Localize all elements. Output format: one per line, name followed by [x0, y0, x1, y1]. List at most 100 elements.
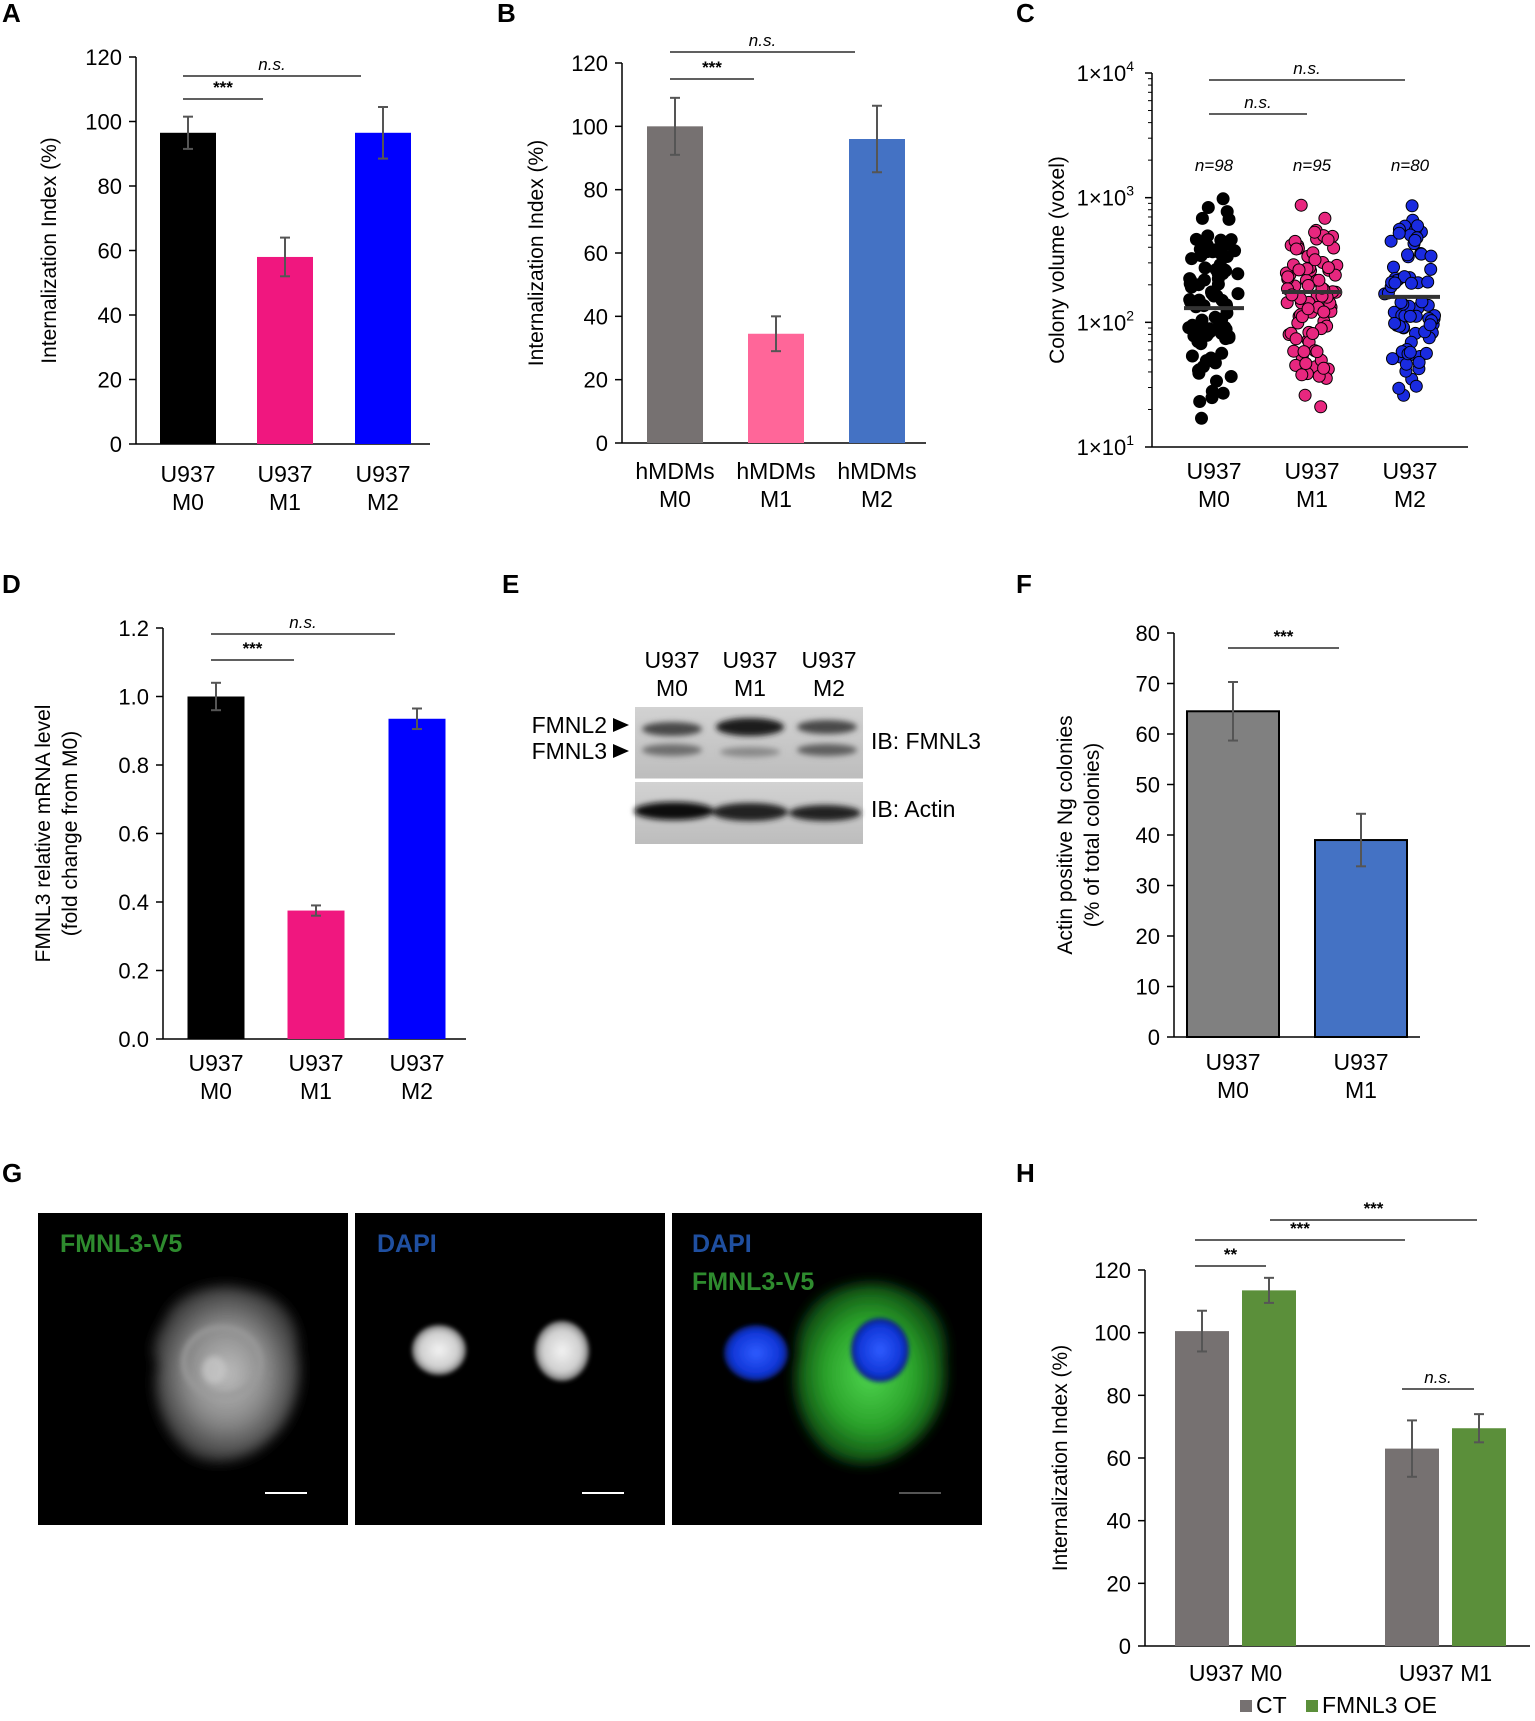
chart-c-point	[1423, 318, 1437, 332]
chart-d-x-tick-label: U937	[390, 1050, 445, 1076]
arrowhead-fmnl2	[613, 718, 629, 732]
chart-c-point	[1185, 349, 1199, 363]
band-actin-lane-2	[712, 803, 788, 821]
chart-c-point	[1289, 242, 1303, 256]
chart-c-point	[1310, 345, 1324, 359]
chart-c-point	[1205, 384, 1219, 398]
micro-label-2: DAPI	[377, 1230, 437, 1258]
chart-c-point	[1409, 379, 1423, 393]
chart-c-point	[1295, 368, 1309, 382]
arrowhead-fmnl3	[613, 744, 629, 758]
chart-d-y-tick-label: 1.0	[118, 685, 149, 710]
chart-c-point	[1387, 260, 1400, 274]
chart-h-y-tick-label: 20	[1107, 1571, 1131, 1596]
chart-b-y-tick-label: 20	[584, 368, 608, 393]
chart-f-y-tick-label: 60	[1136, 722, 1160, 747]
chart-c-y-tick-base: 1×10	[1077, 435, 1127, 460]
chart-f-bar	[1314, 839, 1408, 1038]
chart-f-x-tick-label: U937	[1334, 1049, 1389, 1075]
blot-lane-2-line2: M1	[734, 675, 766, 701]
ib-label-fmnl3: IB: FMNL3	[871, 728, 981, 754]
chart-c-point	[1392, 381, 1406, 395]
band-actin-lane-3	[789, 805, 861, 821]
chart-f-y-tick-label: 70	[1136, 672, 1160, 697]
band-actin-lane-1	[634, 802, 714, 820]
chart-a-y-tick-label: 0	[110, 432, 122, 457]
chart-c-y-tick-exp: 3	[1126, 183, 1134, 199]
chart-d-y-tick-label: 0.8	[118, 753, 149, 778]
chart-c-x-tick-label: M2	[1394, 486, 1426, 512]
band-fmnl3-lane-3	[797, 744, 857, 756]
chart-h-legend-label: CT	[1256, 1692, 1287, 1718]
chart-c-point	[1185, 252, 1199, 266]
chart-c-point	[1297, 345, 1311, 359]
chart-c-point	[1187, 329, 1201, 343]
chart-b-y-tick-label: 0	[596, 431, 608, 456]
chart-c-point	[1201, 229, 1215, 243]
chart-c-point	[1289, 332, 1303, 346]
chart-c-n-label: n=80	[1391, 156, 1430, 175]
chart-c-point	[1388, 276, 1402, 290]
chart-c-y-tick-label: 1×101	[1077, 432, 1135, 460]
chart-d-y-tick-label: 0.0	[118, 1027, 149, 1052]
chart-d-y-tick-label: 1.2	[118, 616, 149, 641]
chart-c-y-axis-label: Colony volume (voxel)	[1046, 156, 1069, 364]
chart-c-point	[1220, 205, 1234, 219]
chart-b: 0 20 40 60 80 100 120 Internalization Index (%)…	[525, 31, 926, 512]
chart-f-y-axis-label: (% of total colonies)	[1081, 743, 1104, 927]
chart-b-y-tick-label: 60	[584, 241, 608, 266]
chart-f-y-tick-label: 50	[1136, 773, 1160, 798]
chart-d-y-tick-label: 0.2	[118, 959, 149, 984]
chart-b-x-tick-label: M0	[659, 486, 691, 512]
chart-c-point	[1299, 357, 1313, 370]
chart-a-x-tick-label: M0	[172, 489, 204, 515]
micro-label-3b: FMNL3-V5	[692, 1268, 814, 1296]
chart-c-point	[1183, 272, 1197, 286]
band-fmnl3-lane-2	[720, 747, 780, 757]
blot-lane-1-line2: M0	[656, 675, 688, 701]
chart-c-point	[1198, 261, 1212, 275]
chart-b-significance-label: ***	[702, 58, 722, 77]
panel-label-c: C	[1016, 0, 1035, 28]
chart-c-point	[1306, 327, 1320, 340]
chart-c-point	[1301, 302, 1315, 316]
chart-c-point	[1192, 293, 1206, 307]
chart-a-x-tick-label: U937	[161, 461, 216, 487]
band-fmnl3-lane-1	[642, 744, 702, 756]
chart-b-x-tick-label: hMDMs	[635, 458, 714, 484]
chart-c-point	[1220, 250, 1234, 263]
chart-c-point	[1419, 346, 1433, 360]
micro-label-1: FMNL3-V5	[60, 1230, 182, 1258]
chart-d-bar	[187, 696, 245, 1039]
chart-c-point	[1216, 386, 1230, 400]
panel-label-e: E	[502, 569, 519, 599]
blot-lane-2-line1: U937	[723, 647, 778, 673]
band-label-fmnl2: FMNL2	[532, 712, 607, 738]
chart-c-point	[1403, 345, 1417, 359]
chart-h-y-tick-label: 40	[1107, 1509, 1131, 1534]
chart-f-y-tick-label: 30	[1136, 874, 1160, 899]
chart-f-y-axis-label: Actin positive Ng colonies	[1054, 715, 1077, 954]
chart-b-x-tick-label: M2	[861, 486, 893, 512]
chart-d-significance-label: n.s.	[289, 613, 316, 632]
chart-f-y-tick-label: 80	[1136, 621, 1160, 646]
chart-d-x-tick-label: U937	[189, 1050, 244, 1076]
band-fmnl2-lane-2	[716, 718, 784, 736]
chart-d: 0.0 0.2 0.4 0.6 0.8 1.0 1.2 FMNL3 relative mRNA…	[32, 613, 466, 1104]
chart-d-x-tick-label: M0	[200, 1078, 232, 1104]
panel-label-g: G	[2, 1158, 22, 1188]
chart-a-x-tick-label: M1	[269, 489, 301, 515]
chart-c-point	[1215, 346, 1229, 360]
chart-c-point	[1301, 279, 1315, 292]
chart-c-point	[1314, 400, 1328, 414]
chart-c-point	[1312, 273, 1326, 287]
chart-d-y-axis-label: (fold change from M0)	[59, 731, 82, 936]
chart-a-bar	[257, 256, 313, 444]
chart-d-y-axis-label: FMNL3 relative mRNA level	[32, 705, 55, 963]
chart-a-y-tick-label: 40	[98, 303, 122, 328]
chart-c-point	[1388, 316, 1402, 330]
chart-a-y-tick-label: 120	[85, 45, 122, 70]
chart-c-y-tick-label: 1×102	[1077, 307, 1135, 335]
